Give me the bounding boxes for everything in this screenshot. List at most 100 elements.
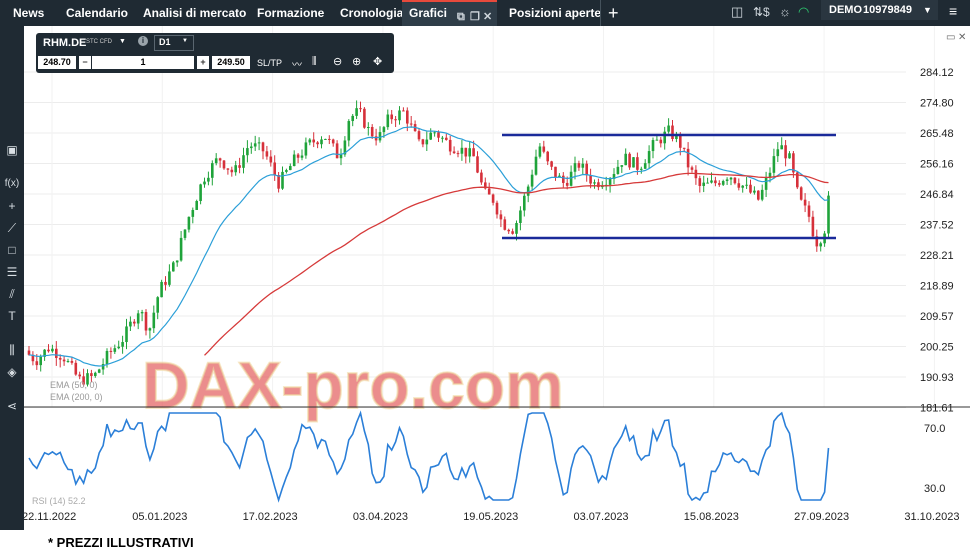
candle-body bbox=[523, 195, 526, 211]
expand-icon[interactable]: ▭ bbox=[946, 32, 955, 43]
date-tick-label: 03.07.2023 bbox=[574, 511, 629, 523]
zoom-out-icon[interactable]: ⊖ bbox=[333, 56, 343, 68]
function-icon[interactable]: f(x) bbox=[4, 178, 20, 189]
close-tab-icon[interactable]: ✕ bbox=[483, 11, 493, 23]
candle-body bbox=[74, 362, 78, 375]
candle-body bbox=[456, 153, 460, 155]
candle-body bbox=[168, 271, 171, 285]
candle-body bbox=[363, 108, 366, 128]
candle-body bbox=[679, 134, 682, 148]
rsi-tick-label: 70.0 bbox=[924, 423, 945, 435]
candle-body bbox=[343, 140, 347, 155]
tab-news[interactable]: News bbox=[13, 6, 45, 20]
candle-body bbox=[807, 205, 811, 217]
candle-body bbox=[296, 154, 300, 158]
candle-body bbox=[597, 182, 600, 188]
zoom-in-icon[interactable]: ⊕ bbox=[352, 56, 362, 68]
tab-grafici[interactable]: Grafici ⧉ ❐ ✕ bbox=[402, 0, 497, 26]
timeframe-label: D1 bbox=[159, 37, 171, 47]
candle-body bbox=[608, 178, 612, 185]
close-icon[interactable]: ✕ bbox=[958, 32, 966, 43]
candle-body bbox=[784, 145, 787, 159]
symbol-chevron-icon[interactable]: ▼ bbox=[119, 38, 126, 45]
window-icon[interactable]: ◫ bbox=[731, 4, 744, 19]
tab-cronologia[interactable]: Cronologia bbox=[340, 6, 404, 20]
candle-body bbox=[351, 115, 354, 122]
candle-body bbox=[585, 163, 588, 176]
hamburger-icon[interactable]: ≡ bbox=[949, 3, 958, 19]
date-tick-label: 19.05.2023 bbox=[463, 511, 518, 523]
fibonacci-icon[interactable]: ☰ bbox=[6, 265, 18, 279]
candle-body bbox=[47, 349, 50, 352]
candle-body bbox=[136, 313, 140, 324]
share-icon[interactable]: ⋖ bbox=[6, 399, 18, 413]
candle-body bbox=[339, 154, 343, 159]
candle-body bbox=[620, 165, 624, 167]
candle-body bbox=[569, 171, 573, 186]
plus-icon[interactable]: + bbox=[608, 3, 619, 23]
candle-body bbox=[62, 359, 66, 362]
candle-body bbox=[43, 349, 46, 357]
chart-area[interactable]: DAX-pro.com EMA (50, 0) EMA (200, 0) RSI… bbox=[22, 26, 970, 530]
candle-body bbox=[394, 119, 397, 121]
candle-body bbox=[140, 312, 144, 314]
candle-body bbox=[374, 136, 378, 141]
chevron-down-icon: ▼ bbox=[182, 38, 188, 44]
candle-body bbox=[331, 139, 335, 144]
layers-icon[interactable]: ◈ bbox=[7, 365, 17, 379]
candle-body bbox=[265, 151, 269, 157]
rsi-line bbox=[28, 410, 830, 503]
price-tick-label: 256.16 bbox=[920, 159, 954, 171]
rectangle-icon[interactable]: □ bbox=[8, 243, 16, 257]
tab-posizioni-aperte[interactable]: Posizioni aperte bbox=[509, 6, 602, 20]
candle-body bbox=[386, 114, 390, 128]
quantity-input[interactable]: 1 bbox=[92, 56, 194, 69]
timeframe-selector[interactable]: D1 ▼ bbox=[154, 35, 194, 51]
tab-calendario[interactable]: Calendario bbox=[66, 6, 129, 20]
tab-divider bbox=[600, 0, 601, 26]
candle-body bbox=[109, 350, 113, 352]
bid-price[interactable]: 248.70 bbox=[38, 56, 76, 69]
trendline-icon[interactable]: ⫽ bbox=[9, 287, 15, 301]
text-icon[interactable]: T bbox=[8, 309, 16, 323]
ema50-legend: EMA (50, 0) bbox=[50, 380, 98, 390]
candle-icon[interactable]: ⫼ bbox=[9, 343, 15, 357]
candle-body bbox=[179, 237, 183, 261]
symbol-label[interactable]: RHM.DE bbox=[43, 37, 87, 49]
info-icon[interactable]: i bbox=[138, 36, 148, 46]
copy-icon[interactable]: ❐ bbox=[470, 11, 480, 23]
dollar-icon[interactable]: ⇅$ bbox=[753, 5, 770, 19]
trade-toolbar: RHM.DE STC CFD ▼ i D1 ▼ 248.70 − 1 + 249… bbox=[36, 33, 394, 73]
window-layout-icon[interactable]: ▣ bbox=[6, 143, 18, 157]
candle-body bbox=[714, 180, 717, 184]
crosshair-icon[interactable]: + bbox=[8, 199, 16, 213]
price-tick-label: 209.57 bbox=[920, 311, 954, 323]
candle-body bbox=[565, 182, 569, 186]
line-chart-icon[interactable]: 〰 bbox=[292, 60, 302, 71]
ask-price[interactable]: 249.50 bbox=[212, 56, 250, 69]
candle-body bbox=[487, 188, 491, 195]
candle-body bbox=[66, 360, 70, 362]
tab-analisi-di-mercato[interactable]: Analisi di mercato bbox=[143, 6, 247, 20]
decrease-quantity-button[interactable]: − bbox=[79, 56, 91, 69]
account-selector[interactable]: DEMO 10979849 ▼ bbox=[821, 0, 938, 20]
move-icon[interactable]: ✥ bbox=[373, 56, 383, 68]
candle-body bbox=[35, 361, 39, 366]
candle-body bbox=[382, 127, 386, 133]
notification-icon[interactable]: ☼ bbox=[779, 4, 791, 19]
rsi-tick-label: 30.0 bbox=[924, 483, 945, 495]
sltp-button[interactable]: SL/TP bbox=[257, 58, 283, 68]
candle-icon[interactable]: ⫼ bbox=[312, 56, 317, 67]
price-chart[interactable]: DAX-pro.com EMA (50, 0) EMA (200, 0) RSI… bbox=[22, 26, 970, 530]
candle-body bbox=[682, 147, 686, 149]
drawing-tools-sidebar: ▣ f(x) + ⟋ □ ☰ ⫽ T ⫼ ◈ ⋖ bbox=[0, 26, 24, 530]
tab-formazione[interactable]: Formazione bbox=[257, 6, 325, 20]
candle-body bbox=[277, 175, 280, 189]
increase-quantity-button[interactable]: + bbox=[197, 56, 209, 69]
candle-body bbox=[655, 139, 659, 141]
ruler-icon[interactable]: ⟋ bbox=[7, 221, 17, 235]
detach-icon[interactable]: ⧉ bbox=[457, 11, 465, 23]
candle-body bbox=[452, 151, 456, 154]
price-tick-label: 181.61 bbox=[920, 403, 954, 415]
candle-body bbox=[698, 178, 702, 186]
